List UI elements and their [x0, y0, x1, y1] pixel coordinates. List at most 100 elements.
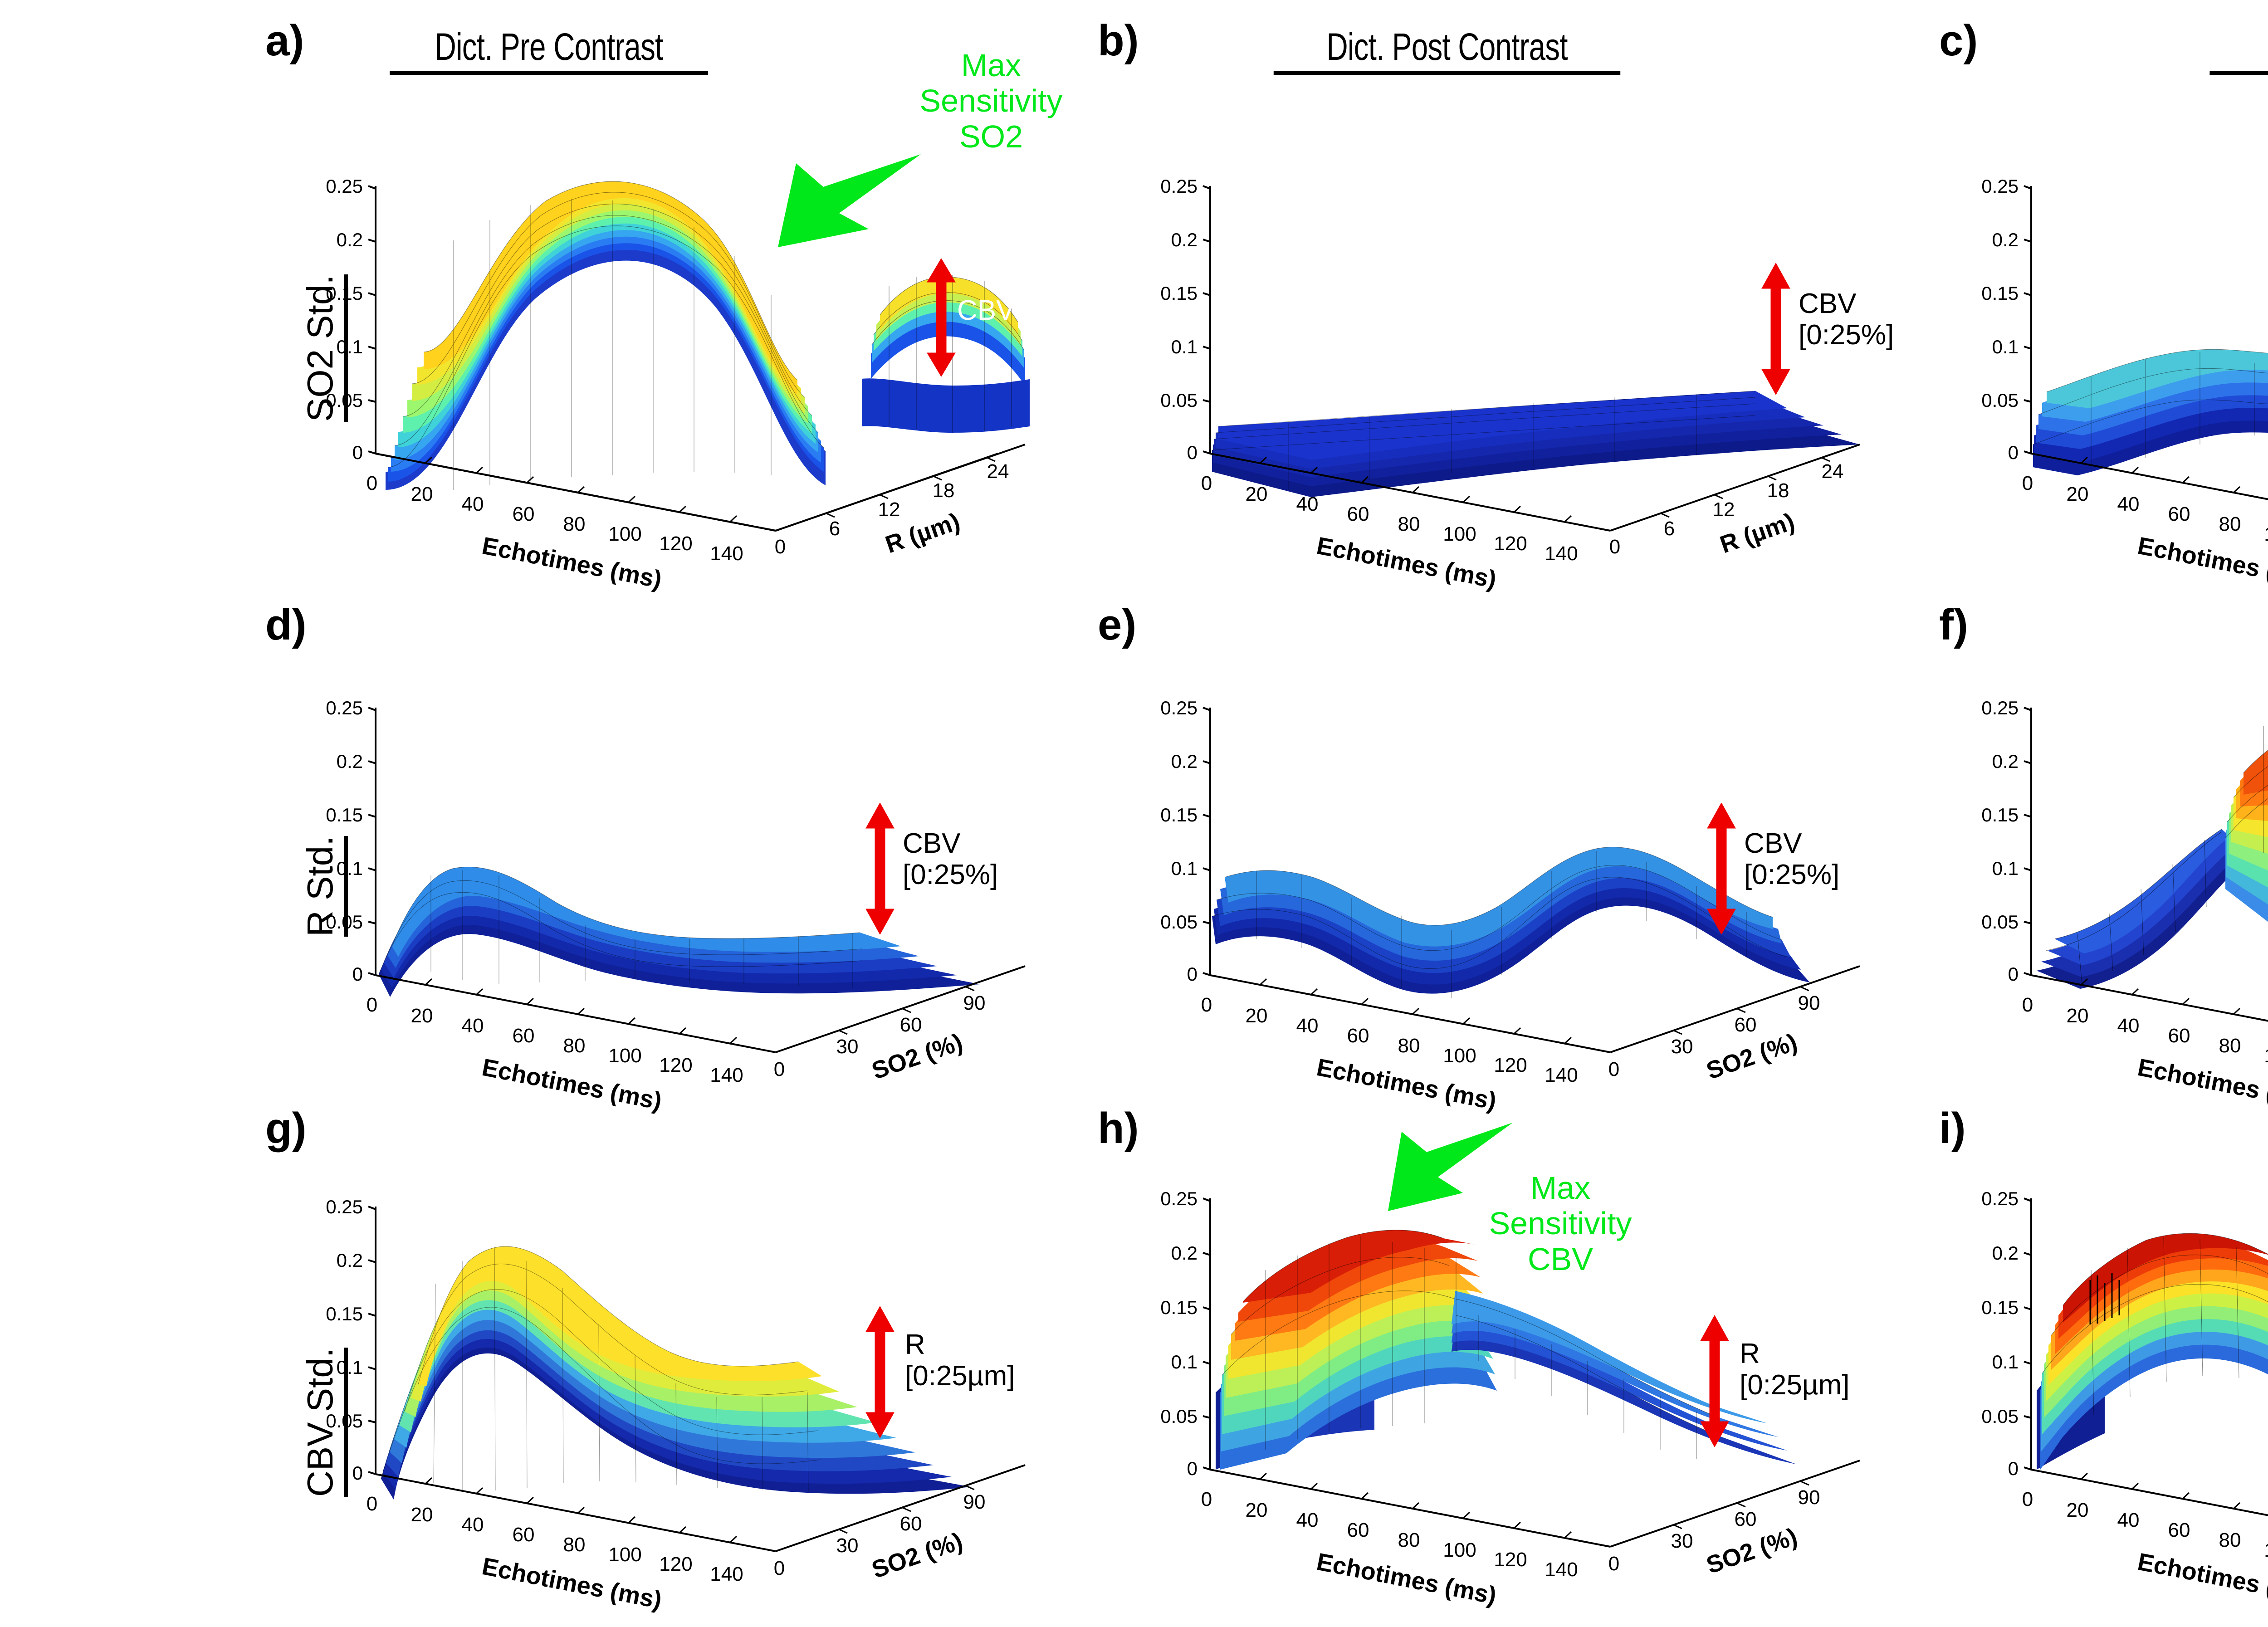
- svg-text:90: 90: [963, 992, 986, 1014]
- svg-text:0.25: 0.25: [1981, 697, 2019, 718]
- svg-text:0: 0: [2022, 1488, 2033, 1510]
- svg-text:0.15: 0.15: [326, 283, 363, 304]
- green-arrow-h: [1388, 1123, 1513, 1211]
- axes-i: 0.25 0.2 0.15 0.1 0.05 0: [1981, 1188, 2032, 1479]
- axes-g: 0.25 0.2 0.15 0.1 0.05 0: [326, 1196, 376, 1484]
- svg-text:0.05: 0.05: [1981, 911, 2019, 933]
- svg-text:0: 0: [775, 536, 786, 558]
- svg-text:60: 60: [2168, 1025, 2190, 1047]
- svg-text:6: 6: [829, 518, 840, 540]
- svg-text:60: 60: [513, 503, 535, 525]
- svg-text:40: 40: [2117, 493, 2140, 515]
- axis-ticks-b: 0 20 40 60 80 100 120 140 0 6 12 18 24: [1201, 460, 1844, 565]
- panel-i-plot[interactable]: 0.25 0.2 0.15 0.1 0.05 0: [1973, 1179, 2268, 1610]
- surface-stack-g: [381, 1246, 971, 1500]
- panel-h-plot[interactable]: 0.25 0.2 0.15 0.1 0.05 0: [1152, 1179, 1923, 1610]
- panel-g-plot[interactable]: 0.25 0.2 0.15 0.1 0.05 0: [318, 1193, 1089, 1614]
- svg-text:0.1: 0.1: [337, 858, 363, 879]
- svg-text:0: 0: [1187, 442, 1198, 463]
- surface-plot-h: 0.25 0.2 0.15 0.1 0.05 0: [1160, 1188, 1860, 1610]
- svg-text:60: 60: [900, 1014, 922, 1036]
- svg-text:100: 100: [608, 523, 641, 545]
- y-axis-label-g: SO2 (%): [868, 1527, 966, 1583]
- svg-text:20: 20: [2067, 483, 2089, 505]
- svg-text:40: 40: [1296, 493, 1319, 515]
- panel-f-plot[interactable]: 0.25 0.2 0.15 0.1 0.05 0: [1973, 694, 2268, 1115]
- range-arrow-e: [1707, 803, 1736, 934]
- svg-text:0.1: 0.1: [1992, 1351, 2019, 1373]
- svg-text:0.25: 0.25: [1981, 176, 2019, 197]
- svg-text:0.25: 0.25: [1160, 697, 1198, 718]
- svg-text:0.05: 0.05: [1981, 390, 2019, 411]
- panel-c-plot[interactable]: 0.25 0.2 0.15 0.1 0.05 0: [1973, 172, 2268, 594]
- range-arrow-b: [1761, 263, 1790, 395]
- svg-text:140: 140: [1545, 1064, 1578, 1086]
- svg-text:0.2: 0.2: [1171, 1242, 1198, 1264]
- svg-text:20: 20: [1246, 1499, 1268, 1521]
- svg-text:0.25: 0.25: [326, 697, 363, 718]
- range-arrow-h: [1700, 1315, 1729, 1447]
- svg-text:0.25: 0.25: [326, 176, 363, 197]
- svg-text:0.05: 0.05: [326, 911, 363, 933]
- svg-text:100: 100: [608, 1045, 641, 1067]
- svg-text:0.05: 0.05: [326, 1410, 363, 1432]
- range-label-g: R [0:25µm]: [905, 1329, 1015, 1392]
- svg-text:0: 0: [2022, 472, 2033, 494]
- panel-b-plot[interactable]: 0.25 0.2 0.15 0.1 0.05 0: [1152, 172, 1923, 594]
- svg-text:0.1: 0.1: [1171, 1351, 1198, 1373]
- axis-ticks-d: 0 20 40 60 80 100 120 140 0 30 60 90: [367, 992, 986, 1086]
- svg-text:120: 120: [1494, 1549, 1527, 1571]
- range-label-b: CBV [0:25%]: [1799, 288, 1894, 351]
- svg-text:0: 0: [2008, 1458, 2019, 1479]
- axes-base-d: [375, 965, 1026, 1053]
- svg-text:0: 0: [2022, 994, 2033, 1016]
- svg-text:60: 60: [513, 1025, 535, 1047]
- svg-text:40: 40: [462, 1015, 484, 1037]
- svg-text:0: 0: [367, 994, 377, 1016]
- svg-text:0: 0: [1187, 963, 1198, 985]
- svg-text:60: 60: [1735, 1508, 1757, 1530]
- svg-text:30: 30: [836, 1534, 859, 1557]
- svg-text:0: 0: [1187, 1458, 1198, 1479]
- svg-text:0.05: 0.05: [1981, 1406, 2019, 1427]
- axes-h: 0.25 0.2 0.15 0.1 0.05 0: [1160, 1188, 1211, 1479]
- svg-text:100: 100: [2264, 523, 2268, 545]
- svg-text:0.15: 0.15: [1981, 1297, 2019, 1318]
- svg-text:140: 140: [710, 1563, 743, 1585]
- svg-text:20: 20: [411, 1504, 433, 1526]
- surface-plot-i: 0.25 0.2 0.15 0.1 0.05 0: [1981, 1188, 2268, 1610]
- column-title-post: Dict. Post Contrast: [1273, 25, 1621, 75]
- surface-mesh-a: [387, 181, 824, 490]
- svg-text:80: 80: [563, 1035, 586, 1057]
- svg-text:0.1: 0.1: [1171, 858, 1198, 879]
- surface-plateau-right-f: [2225, 750, 2268, 922]
- svg-text:0.05: 0.05: [326, 390, 363, 411]
- surface-plot-g: 0.25 0.2 0.15 0.1 0.05 0: [326, 1196, 1026, 1614]
- surface-plateau-h: [1220, 1230, 1497, 1470]
- panel-letter-f: f): [1939, 601, 1968, 649]
- panel-a-plot[interactable]: 0.25 0.2 0.15 0.1 0.05 0: [318, 172, 1089, 594]
- svg-text:120: 120: [1494, 533, 1527, 555]
- surface-stack-a: [386, 181, 826, 490]
- svg-text:0.15: 0.15: [1981, 804, 2019, 826]
- svg-text:80: 80: [563, 1534, 586, 1556]
- svg-text:18: 18: [933, 479, 955, 502]
- range-label-e: CBV [0:25%]: [1744, 828, 1840, 891]
- surface-stack-e: [1212, 847, 1810, 994]
- svg-text:30: 30: [836, 1036, 859, 1058]
- surface-lobe-left-f: [2037, 829, 2254, 989]
- svg-text:0.05: 0.05: [1160, 911, 1198, 933]
- green-arrow-a: [778, 154, 921, 247]
- panel-e-plot[interactable]: 0.25 0.2 0.15 0.1 0.05 0: [1152, 694, 1923, 1115]
- svg-text:0.2: 0.2: [1171, 751, 1198, 772]
- svg-text:0.15: 0.15: [326, 1303, 363, 1324]
- x-axis-label-f: Echotimes (ms): [2136, 1054, 2268, 1115]
- svg-text:0.1: 0.1: [337, 1357, 363, 1378]
- y-axis-label-e: SO2 (%): [1703, 1028, 1800, 1085]
- panel-letter-a: a): [265, 16, 304, 65]
- panel-d-plot[interactable]: 0.25 0.2 0.15 0.1 0.05 0: [318, 694, 1089, 1115]
- svg-text:0.15: 0.15: [1981, 283, 2019, 304]
- surface-stack-d: [379, 867, 980, 997]
- panel-letter-b: b): [1098, 16, 1139, 65]
- svg-text:80: 80: [1398, 1529, 1420, 1551]
